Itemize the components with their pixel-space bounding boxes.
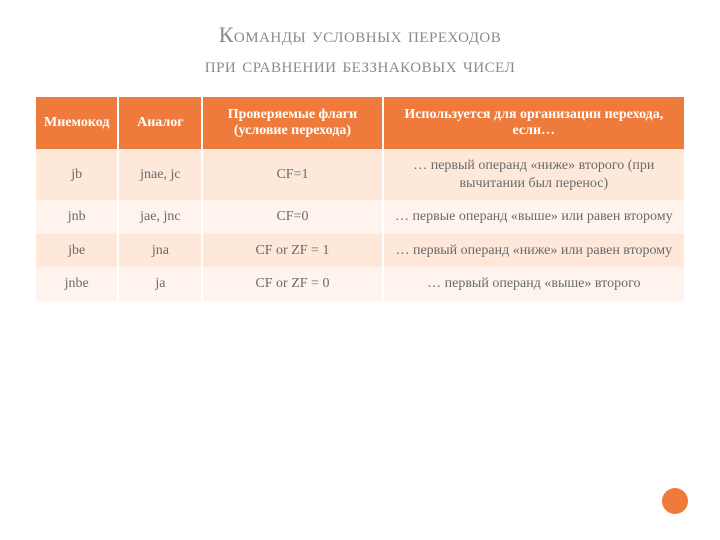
col-header-usage: Используется для организации перехода, е…: [383, 97, 684, 149]
cell-analog: jna: [118, 234, 202, 268]
table-row: jnb jae, jnc CF=0 … первые операнд «выше…: [36, 200, 684, 234]
col-header-mnemonic: Мнемокод: [36, 97, 118, 149]
slide: Команды условных переходов при сравнении…: [0, 0, 720, 540]
cell-mnemonic: jbe: [36, 234, 118, 268]
cell-flags: CF or ZF = 0: [202, 267, 382, 301]
cell-flags: CF or ZF = 1: [202, 234, 382, 268]
jump-commands-table: Мнемокод Аналог Проверяемые флаги (услов…: [36, 97, 684, 301]
corner-dot-icon: [662, 488, 688, 514]
cell-flags: CF=0: [202, 200, 382, 234]
title-line-1: Команды условных переходов: [36, 20, 684, 50]
table-row: jb jnae, jc CF=1 … первый операнд «ниже»…: [36, 149, 684, 200]
cell-mnemonic: jnbe: [36, 267, 118, 301]
cell-usage: … первый операнд «ниже» второго (при выч…: [383, 149, 684, 200]
table-header-row: Мнемокод Аналог Проверяемые флаги (услов…: [36, 97, 684, 149]
title-line-2: при сравнении беззнаковых чисел: [36, 50, 684, 80]
col-header-flags: Проверяемые флаги (условие перехода): [202, 97, 382, 149]
cell-analog: jnae, jc: [118, 149, 202, 200]
cell-usage: … первый операнд «ниже» или равен втором…: [383, 234, 684, 268]
cell-flags: CF=1: [202, 149, 382, 200]
table-header: Мнемокод Аналог Проверяемые флаги (услов…: [36, 97, 684, 149]
table-row: jbe jna CF or ZF = 1 … первый операнд «н…: [36, 234, 684, 268]
cell-mnemonic: jnb: [36, 200, 118, 234]
cell-analog: ja: [118, 267, 202, 301]
cell-analog: jae, jnc: [118, 200, 202, 234]
col-header-analog: Аналог: [118, 97, 202, 149]
table-row: jnbe ja CF or ZF = 0 … первый операнд «в…: [36, 267, 684, 301]
cell-mnemonic: jb: [36, 149, 118, 200]
cell-usage: … первый операнд «выше» второго: [383, 267, 684, 301]
slide-title: Команды условных переходов при сравнении…: [36, 20, 684, 79]
table-body: jb jnae, jc CF=1 … первый операнд «ниже»…: [36, 149, 684, 301]
cell-usage: … первые операнд «выше» или равен втором…: [383, 200, 684, 234]
